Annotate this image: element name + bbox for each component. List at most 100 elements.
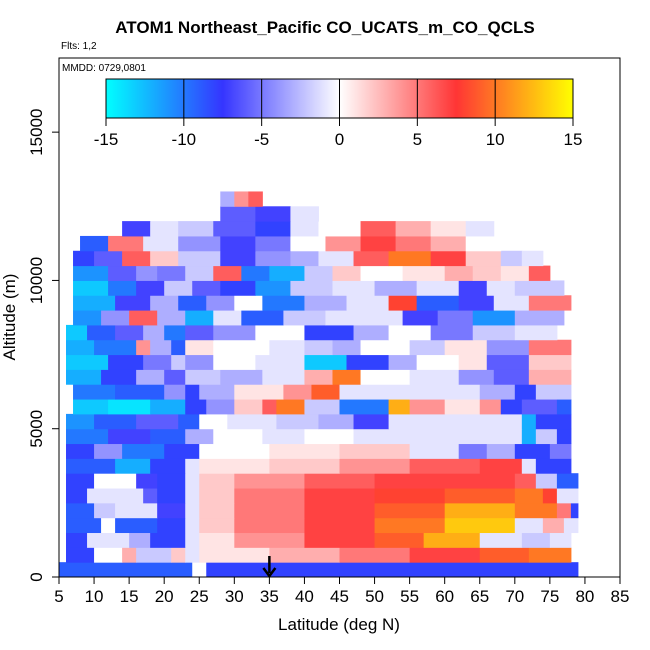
heatmap-cell — [479, 413, 523, 430]
heatmap-cell — [374, 280, 418, 296]
heatmap-cell — [304, 339, 333, 356]
heatmap-cell — [150, 250, 179, 267]
heatmap-cell — [185, 458, 200, 474]
heatmap-cell — [157, 502, 186, 519]
heatmap-cell — [549, 532, 572, 548]
date-label: MMDD: 0729,0801 — [62, 63, 146, 74]
heatmap-cell — [199, 532, 235, 548]
heatmap-cell — [339, 443, 411, 459]
heatmap-cell — [157, 488, 186, 504]
heatmap-cell — [178, 413, 200, 430]
heatmap-cell — [234, 191, 249, 207]
heatmap-cell — [199, 517, 235, 534]
heatmap-cell — [157, 265, 186, 281]
heatmap-cell — [143, 235, 179, 252]
heatmap-cell — [521, 413, 537, 430]
heatmap-cell — [290, 280, 333, 296]
heatmap-cell — [164, 443, 200, 459]
heatmap-cell — [94, 443, 123, 459]
heatmap-cell — [227, 413, 277, 430]
heatmap-cell — [185, 532, 200, 548]
heatmap-cell — [143, 354, 172, 370]
heatmap-cell — [458, 280, 488, 296]
heatmap-cell — [276, 399, 305, 415]
heatmap-cell — [360, 310, 404, 326]
heatmap-cell — [115, 517, 158, 534]
heatmap-cell — [409, 547, 481, 563]
colorbar: -15 -10 -5 0 5 10 15 — [94, 78, 583, 149]
heatmap-cell — [94, 502, 116, 519]
heatmap-cell — [304, 532, 376, 548]
heatmap-cell — [122, 221, 151, 237]
heatmap-cell — [360, 369, 411, 385]
heatmap-cell — [409, 443, 460, 459]
heatmap-cell — [269, 339, 305, 356]
heatmap-cell — [178, 250, 221, 267]
y-axis-label: Altitude (m) — [0, 274, 19, 361]
heatmap-cell — [535, 458, 572, 474]
heatmap-cell — [255, 221, 291, 237]
heatmap-cell — [500, 250, 523, 267]
heatmap-cell — [199, 384, 235, 400]
heatmap-cell — [185, 369, 221, 385]
heatmap-cell — [255, 324, 305, 341]
heatmap-cell — [402, 265, 446, 281]
heatmap-cell — [199, 547, 270, 563]
heatmap-cell — [171, 339, 186, 356]
heatmap-cell — [185, 488, 200, 504]
heatmap-cell — [409, 339, 446, 356]
heatmap-cell — [465, 235, 502, 252]
heatmap-cell — [66, 532, 88, 548]
heatmap-cell — [479, 428, 523, 445]
heatmap-cell — [73, 295, 116, 311]
heatmap-cell — [164, 384, 186, 400]
heatmap-cell — [556, 399, 572, 415]
heatmap-cell — [339, 384, 411, 400]
heatmap-cell — [472, 324, 516, 341]
heatmap-cell — [185, 384, 200, 400]
heatmap-cell — [66, 458, 116, 474]
heatmap-cell — [66, 473, 95, 489]
heatmap-cell — [185, 399, 207, 415]
heatmap-cell — [528, 339, 572, 356]
colorbar-tick-label: 15 — [564, 130, 583, 149]
heatmap-cell — [374, 488, 446, 504]
heatmap-cell — [101, 369, 137, 385]
heatmap-cell — [66, 547, 95, 563]
heatmap-cell — [143, 488, 158, 504]
heatmap-cell — [185, 324, 214, 341]
heatmap-cell — [374, 517, 446, 534]
heatmap-cell — [332, 369, 362, 385]
heatmap-cell — [514, 310, 565, 326]
heatmap-cell — [514, 324, 558, 341]
heatmap-cell — [290, 221, 319, 237]
heatmap-cell — [332, 280, 376, 296]
x-tick-label: 80 — [575, 587, 594, 606]
heatmap-cell — [409, 428, 481, 445]
heatmap-cell — [101, 310, 130, 326]
heatmap-cell — [353, 250, 390, 267]
heatmap-cell — [360, 265, 404, 281]
x-tick-label: 5 — [54, 587, 63, 606]
heatmap-cell — [276, 413, 319, 430]
heatmap-cell — [339, 547, 411, 563]
heatmap-cell — [430, 324, 474, 341]
heatmap-cell — [164, 280, 193, 296]
x-tick-label: 30 — [225, 587, 244, 606]
heatmap-cell — [220, 235, 256, 252]
heatmap-cell — [486, 339, 530, 356]
heatmap-cell — [199, 458, 270, 474]
heatmap-cell — [500, 265, 530, 281]
heatmap-cell — [430, 250, 467, 267]
colorbar-tick-label: 10 — [486, 130, 505, 149]
heatmap-cell — [234, 517, 305, 534]
heatmap-cell — [66, 413, 95, 430]
x-tick-label: 70 — [505, 587, 524, 606]
heatmap-cell — [479, 547, 530, 563]
x-tick-label: 85 — [611, 587, 630, 606]
heatmap-cell — [129, 532, 151, 548]
heatmap-cell — [493, 295, 530, 311]
heatmap-cell — [458, 354, 488, 370]
heatmap-cell — [234, 532, 305, 548]
heatmap-cell — [234, 384, 284, 400]
